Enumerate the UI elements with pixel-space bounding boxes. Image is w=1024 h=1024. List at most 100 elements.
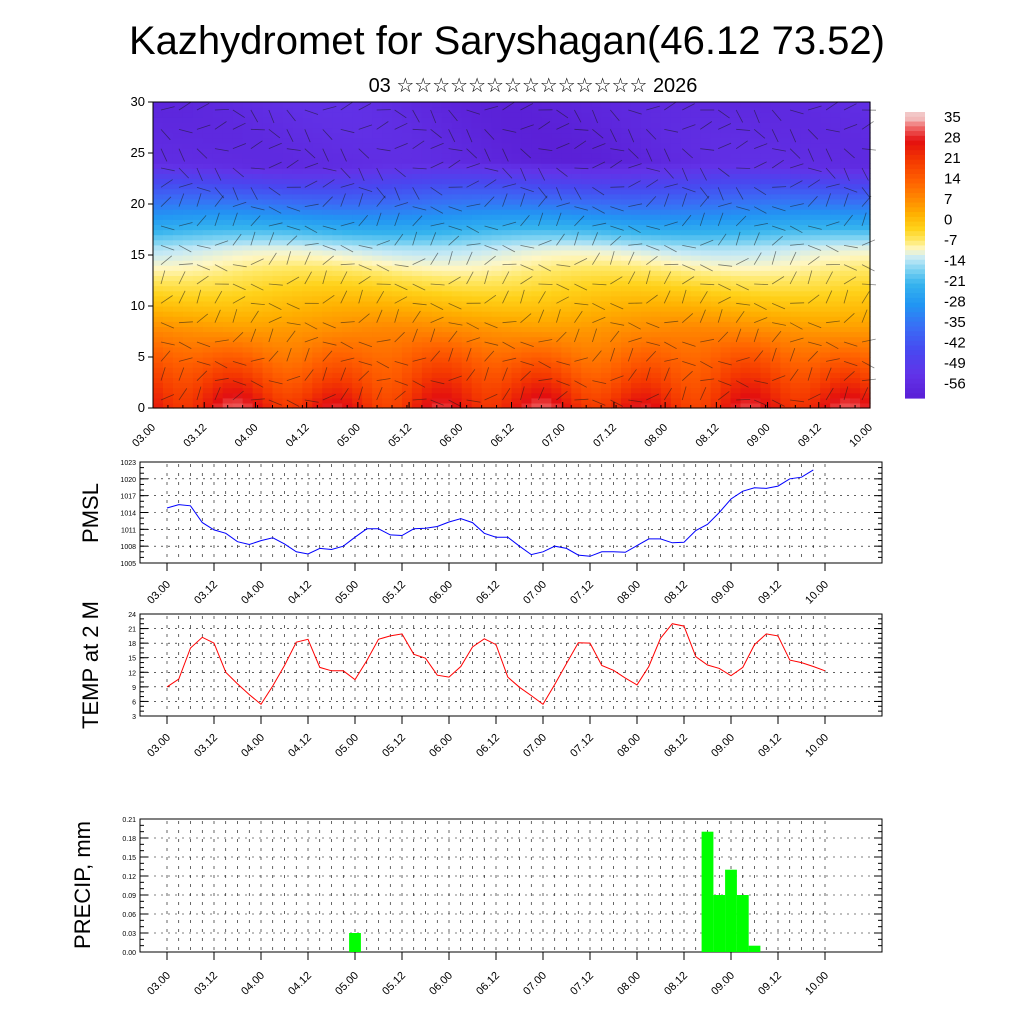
temperature-cell: [720, 178, 732, 185]
wind-barb: [250, 140, 263, 149]
temperature-cell: [850, 382, 861, 389]
temperature-cell: [392, 351, 403, 358]
temperature-cell: [561, 382, 572, 389]
wind-barb: [268, 302, 282, 310]
temperature-cell: [192, 153, 204, 159]
temperature-cell: [491, 326, 503, 333]
temperature-cell: [411, 102, 423, 108]
temperature-cell: [182, 132, 194, 139]
temperature-cell: [312, 168, 323, 174]
temperature-cell: [640, 198, 652, 205]
temperature-cell: [441, 392, 453, 399]
temperature-cell: [362, 168, 373, 174]
temperature-cell: [601, 127, 612, 134]
temperature-cell: [212, 270, 224, 276]
temperature-cell: [182, 168, 194, 174]
temperature-cell: [242, 270, 254, 276]
temperature-cell: [392, 158, 403, 164]
temperature-cell: [202, 295, 214, 302]
wind-barb: [681, 313, 694, 323]
temperature-cell: [272, 285, 284, 292]
temperature-cell: [202, 112, 214, 118]
temperature-cell: [212, 260, 224, 266]
temperature-cell: [172, 173, 184, 180]
temperature-cell: [730, 341, 742, 348]
temperature-cell: [322, 102, 333, 108]
temperature-cell: [252, 229, 264, 236]
temperature-cell: [710, 168, 722, 174]
temperature-cell: [541, 321, 552, 327]
temperature-cell: [411, 158, 423, 164]
temperature-cell: [640, 244, 652, 251]
temperature-cell: [471, 239, 483, 246]
temperature-cell: [860, 229, 871, 236]
temperature-cell: [790, 275, 801, 282]
temperature-cell: [860, 163, 871, 169]
temperature-cell: [192, 311, 204, 317]
temperature-cell: [611, 173, 622, 180]
wind-barb: [538, 148, 553, 151]
temperature-cell: [621, 316, 632, 322]
temperature-cell: [481, 142, 493, 149]
temperature-cell: [541, 249, 552, 256]
temperature-cell: [710, 331, 722, 338]
temperature-cell: [521, 193, 533, 200]
wind-barb: [394, 122, 408, 130]
wind-barb: [682, 276, 695, 285]
temperature-cell: [531, 331, 542, 338]
temperature-cell: [342, 341, 353, 348]
temperature-cell: [501, 255, 513, 261]
temperature-cell: [660, 336, 672, 343]
temperature-cell: [621, 382, 632, 389]
temperature-cell: [451, 382, 463, 389]
temperature-cell: [192, 137, 204, 144]
temperature-cell: [431, 300, 443, 307]
wind-barb: [394, 331, 405, 343]
temperature-cell: [521, 163, 533, 169]
temperature-cell: [252, 270, 264, 276]
wind-barb: [268, 187, 281, 196]
temperature-cell: [431, 219, 443, 225]
temperature-cell: [800, 132, 811, 139]
wind-barb: [699, 387, 707, 401]
temperature-cell: [640, 346, 652, 353]
temperature-cell: [342, 300, 353, 307]
temperature-cell: [511, 102, 523, 108]
temperature-cell: [451, 137, 463, 144]
temperature-cell: [571, 295, 582, 302]
temperature-cell: [750, 173, 762, 180]
temperature-cell: [401, 392, 413, 399]
temperature-cell: [262, 260, 274, 266]
temperature-cell: [491, 280, 503, 287]
wind-barb: [232, 109, 245, 118]
wind-barb: [646, 341, 660, 346]
temperature-cell: [611, 392, 622, 399]
temperature-cell: [670, 204, 682, 210]
temperature-cell: [362, 321, 373, 327]
temperature-cell: [561, 249, 572, 256]
temperature-cell: [302, 300, 313, 307]
temperature-cell: [441, 178, 453, 185]
temperature-cell: [332, 255, 343, 261]
temperature-cell: [660, 392, 672, 399]
temperature-cell: [162, 311, 174, 317]
temperature-cell: [640, 214, 652, 220]
temperature-cell: [322, 397, 333, 404]
temperature-cell: [202, 351, 214, 358]
temperature-cell: [382, 346, 393, 353]
temperature-cell: [730, 153, 742, 159]
wind-barb: [340, 221, 355, 227]
wind-barb: [663, 367, 670, 381]
temperature-cell: [810, 285, 821, 292]
wind-barb: [610, 399, 623, 407]
temperature-cell: [222, 132, 234, 139]
wind-barb: [376, 195, 386, 207]
temperature-cell: [222, 280, 234, 287]
temperature-cell: [182, 387, 194, 394]
temperature-cell: [521, 295, 533, 302]
temperature-cell: [720, 188, 732, 195]
temperature-cell: [451, 362, 463, 368]
temperature-cell: [222, 219, 234, 225]
temperature-cell: [302, 158, 313, 164]
temperature-cell: [700, 331, 712, 338]
